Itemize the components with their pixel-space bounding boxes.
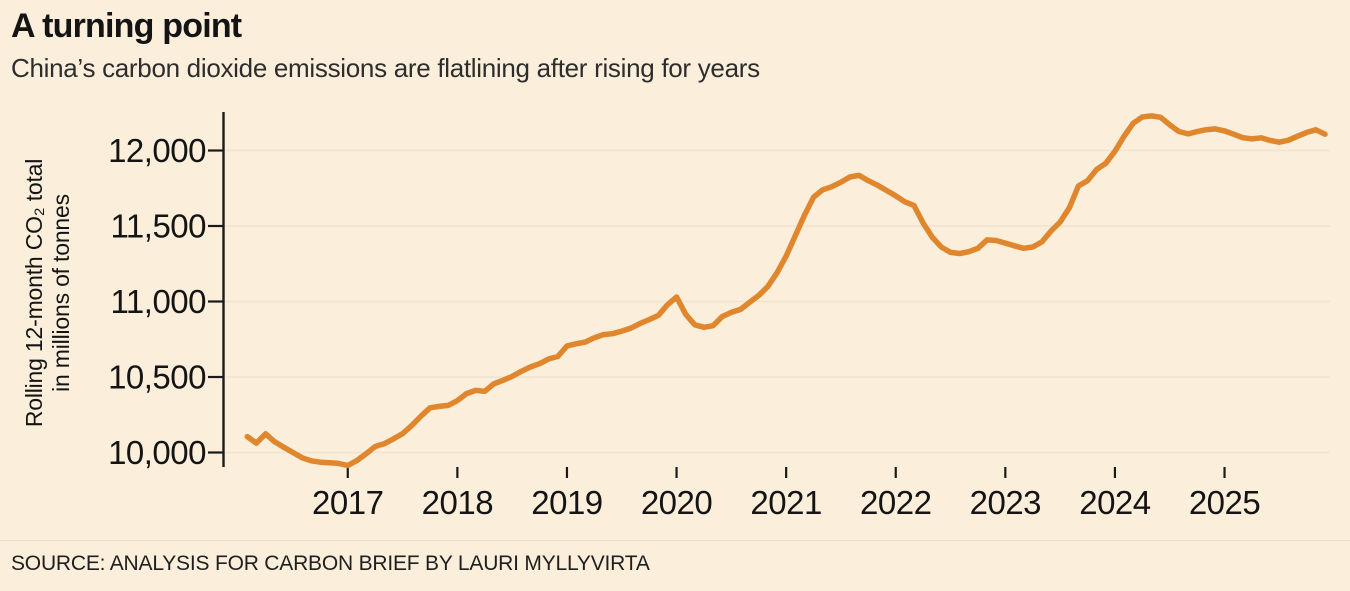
x-tick-label: 2017	[312, 484, 383, 521]
y-axis-title-line2: in millions of tonnes	[48, 194, 74, 392]
emissions-line	[244, 113, 1328, 469]
y-axis-title-line1: Rolling 12-month CO₂ total	[21, 159, 47, 427]
x-tick-label: 2023	[970, 484, 1041, 521]
x-tick-label: 2021	[750, 484, 821, 521]
source-note: SOURCE: ANALYSIS FOR CARBON BRIEF BY LAU…	[11, 552, 650, 575]
footer-divider	[0, 540, 1350, 541]
y-tick-label: 12,000	[108, 132, 206, 169]
chart-title: A turning point	[11, 7, 242, 45]
chart-plot-area: 10,000 10,500 11,000 11,500 12,000 2017 2018 20…	[108, 112, 1330, 521]
x-tick-label: 2020	[641, 484, 713, 521]
x-tick-label: 2018	[422, 484, 493, 521]
x-tick-label: 2019	[531, 484, 602, 521]
x-tick-label: 2024	[1079, 484, 1151, 521]
x-tick-label: 2022	[860, 484, 931, 521]
x-tick-label: 2025	[1189, 484, 1260, 521]
chart-subtitle: China’s carbon dioxide emissions are fla…	[11, 53, 760, 83]
y-tick-label: 10,000	[108, 434, 206, 471]
chart-header: A turning point China’s carbon dioxide e…	[11, 6, 760, 84]
y-tick-label: 11,500	[111, 208, 207, 245]
y-tick-label: 10,500	[108, 359, 206, 396]
y-tick-label: 11,000	[111, 283, 207, 320]
